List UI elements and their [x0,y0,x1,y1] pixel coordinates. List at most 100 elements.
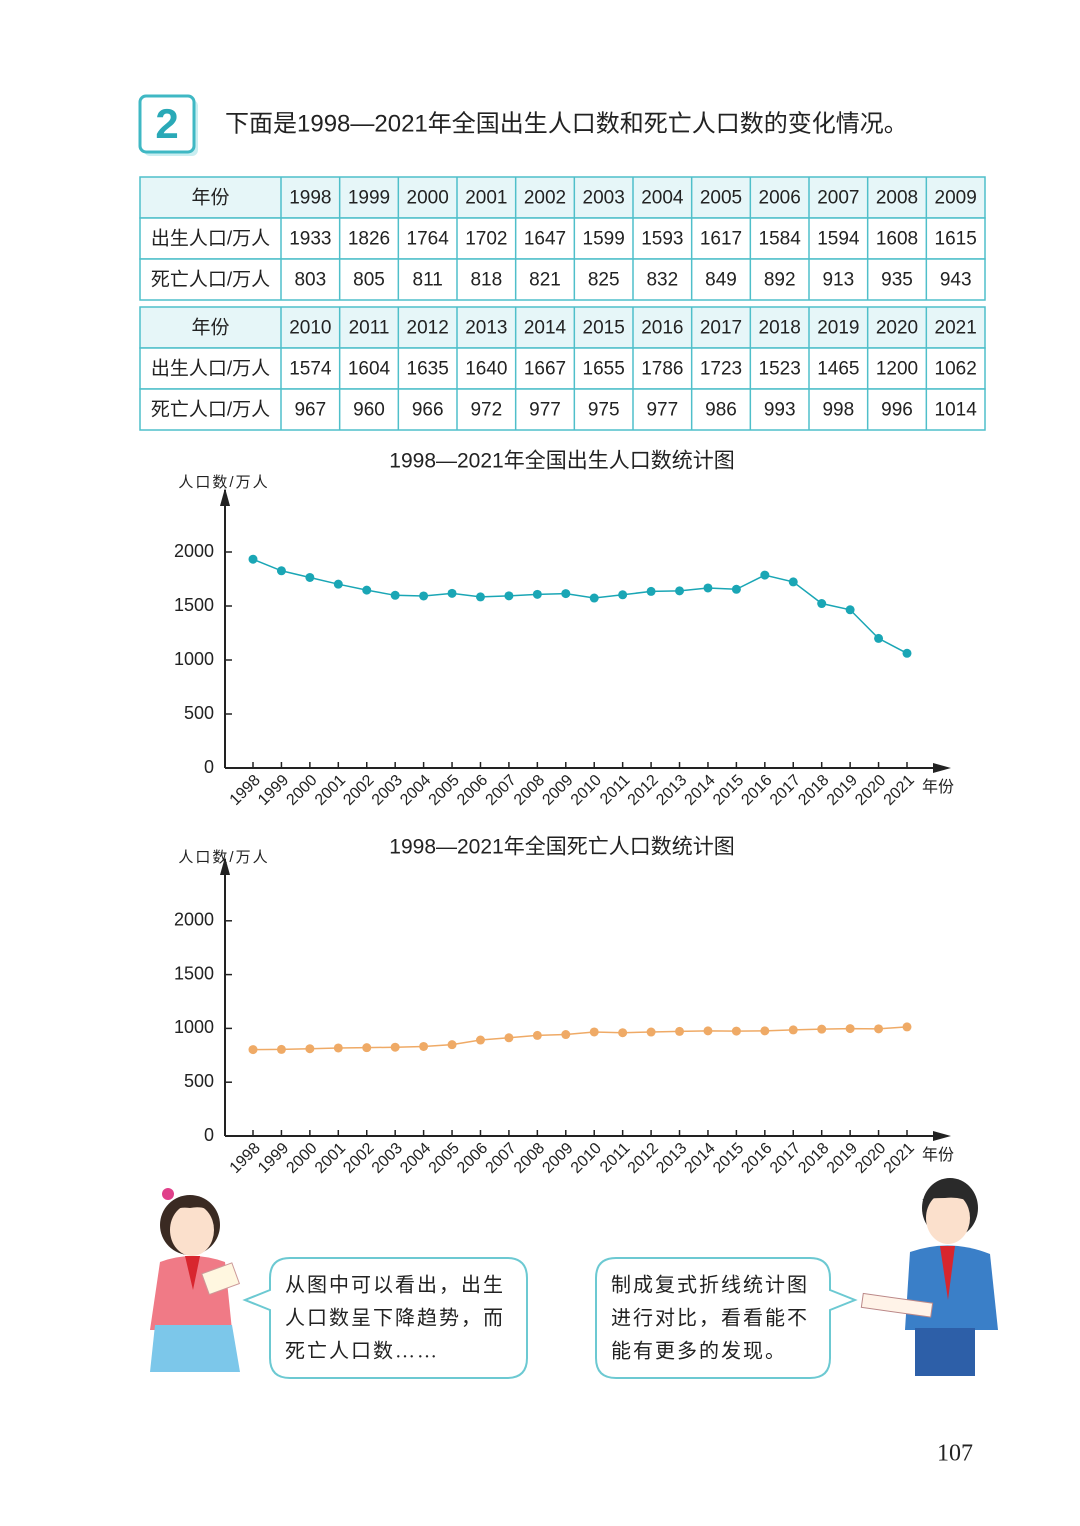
data-point [618,590,628,600]
data-point [447,588,457,598]
data-point [646,1027,656,1037]
table-cell: 1635 [407,359,449,380]
table-header-cell: 2000 [407,188,449,209]
y-tick-label: 500 [184,1071,214,1091]
table-cell: 1667 [524,359,566,380]
table-header-cell: 2015 [583,318,625,339]
table-header-cell: 2016 [641,318,683,339]
data-point [504,1033,514,1043]
table-cell: 1062 [935,359,977,380]
data-point [845,1024,855,1034]
x-tick-label: 2018 [795,772,832,809]
x-axis-arrow [933,1131,951,1141]
x-tick-label: 2012 [625,1140,662,1177]
data-point [475,1035,485,1045]
table-cell: 1593 [641,229,683,250]
y-tick-label: 2000 [174,541,214,561]
table-cell: 1723 [700,359,742,380]
y-tick-label: 1500 [174,963,214,983]
table-cell: 1584 [759,229,802,250]
data-point [390,1042,400,1052]
x-tick-label: 2016 [738,772,775,809]
x-tick-label: 2007 [483,1140,520,1177]
data-point [874,1024,884,1034]
data-point [305,1044,315,1054]
data-point [760,570,770,580]
badge [138,94,196,154]
speech-text: 制成复式折线统计图 [611,1274,809,1297]
table-cell: 年份 [191,317,229,339]
x-tick-label: 2006 [454,772,491,809]
table-cell: 993 [764,400,796,421]
table-cell: 966 [412,400,444,421]
problem-number: 2 [155,100,178,147]
x-tick-label: 2014 [682,772,719,809]
table-cell: 975 [588,400,620,421]
data-point [817,1024,827,1034]
table-cell: 1604 [348,359,391,380]
y-axis-label: 人口数/万人 [178,849,269,866]
y-axis-label: 人口数/万人 [178,474,269,491]
x-tick-label: 2019 [824,1140,861,1177]
y-tick-label: 500 [184,703,214,723]
table-header-cell: 2008 [876,188,918,209]
table-cell: 1574 [289,359,332,380]
table-cell: 818 [470,270,502,291]
data-point [305,572,315,582]
table-cell: 935 [881,270,913,291]
table-cell: 892 [764,270,796,291]
table-cell: 1617 [700,229,742,250]
girl-illustration [150,1188,241,1372]
table-cell: 1599 [583,229,625,250]
table-header-cell: 2011 [349,318,390,339]
data-point [902,1022,912,1032]
table-header-cell: 2001 [465,188,507,209]
table-cell: 死亡人口/万人 [151,269,270,291]
x-tick-label: 2000 [283,1140,320,1177]
data-line [252,1026,908,1051]
x-tick-label: 2019 [824,772,861,809]
data-point [504,591,514,601]
data-point [390,590,400,600]
data-point [845,605,855,615]
x-tick-label: 2007 [483,772,520,809]
table-cell: 811 [413,270,443,291]
x-tick-label: 1999 [255,772,292,809]
data-point [532,589,542,599]
speech-text: 能有更多的发现。 [611,1340,787,1363]
x-tick-label: 1998 [227,772,264,809]
x-tick-label: 2020 [852,772,889,809]
x-axis-label: 年份 [922,1146,954,1164]
x-tick-label: 1998 [227,1140,264,1177]
y-tick-label: 1000 [174,649,214,669]
speech-text: 死亡人口数…… [285,1340,439,1363]
table-cell: 1608 [876,229,918,250]
table-header-cell: 1998 [289,188,331,209]
y-axis-arrow [220,488,230,506]
data-point [532,1030,542,1040]
data-point [248,1045,258,1055]
x-axis-arrow [933,763,951,773]
table-cell: 913 [822,270,854,291]
x-tick-label: 2017 [767,1140,804,1177]
x-tick-label: 2018 [795,1140,832,1177]
data-point [788,1025,798,1035]
y-tick-label: 1500 [174,595,214,615]
x-tick-label: 2001 [312,772,349,809]
data-point [419,591,429,601]
data-point [589,1027,599,1037]
speech-text: 从图中可以看出，出生 [285,1274,505,1297]
x-tick-label: 2011 [597,1140,633,1176]
table-header-cell: 2019 [817,318,859,339]
table-cell: 1200 [876,359,918,380]
data-point [362,585,372,595]
table-cell: 967 [294,400,326,421]
table-cell: 821 [529,270,561,291]
table-cell: 803 [294,270,326,291]
x-tick-label: 2003 [369,772,406,809]
x-tick-label: 2008 [511,772,548,809]
table-header-cell: 2017 [700,318,742,339]
data-point [333,1043,343,1053]
